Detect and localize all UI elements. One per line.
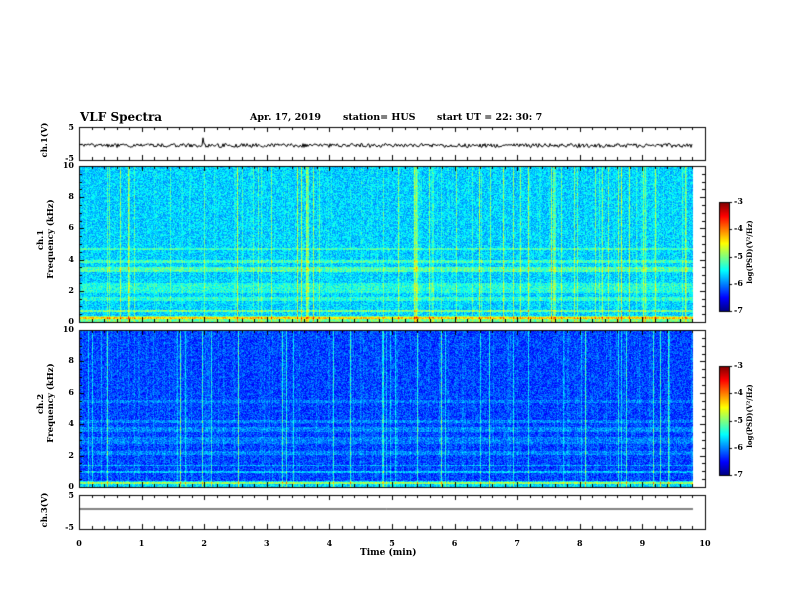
y-tick-label: 2	[68, 449, 74, 460]
colorbar-tick-label: -6	[734, 441, 743, 452]
x-tick-label: 4	[326, 538, 333, 548]
ch1-spectrogram-ylabel-channel: ch.1	[36, 229, 46, 251]
colorbar2-label: log(PSD)(V²/Hz)	[745, 384, 754, 448]
y-tick-label: -5	[65, 153, 74, 163]
colorbar-tick-label: -3	[734, 196, 743, 206]
y-tick-label: 0	[68, 481, 74, 491]
y-tick-label: 4	[68, 418, 74, 429]
start-time-label: start UT = 22: 30: 7	[437, 112, 543, 123]
ch3-waveform-ylabel: ch.3(V)	[40, 492, 50, 528]
colorbar-tick-label: -3	[734, 360, 743, 370]
y-tick-label: 2	[68, 284, 74, 295]
colorbar-tick-label: -7	[734, 469, 743, 479]
x-tick-label: 1	[138, 538, 145, 548]
y-tick-label: -5	[65, 522, 74, 532]
x-tick-label: 5	[389, 538, 395, 548]
colorbar-tick-label: -4	[734, 387, 743, 398]
colorbar-tick-label: -6	[734, 277, 743, 288]
x-tick-label: 6	[451, 538, 458, 548]
colorbar-tick-label: -5	[734, 250, 743, 261]
x-tick-label: 7	[514, 538, 520, 548]
y-tick-label: 0	[68, 316, 74, 326]
y-tick-label: 8	[68, 191, 74, 202]
colorbar-tick-label: -4	[734, 223, 743, 234]
x-tick-label: 2	[201, 538, 207, 548]
x-tick-label: 3	[264, 538, 270, 548]
y-tick-label: 10	[62, 160, 74, 170]
x-tick-label: 10	[699, 538, 711, 548]
y-tick-label: 6	[68, 386, 74, 397]
colorbar-tick-label: -7	[734, 305, 743, 315]
ch1-waveform-ylabel: ch.1(V)	[40, 122, 50, 158]
colorbar1-label: log(PSD)(V²/Hz)	[745, 220, 754, 284]
y-tick-label: 5	[68, 490, 74, 500]
date-label: Apr. 17, 2019	[250, 112, 322, 123]
colorbar-tick-label: -5	[734, 414, 743, 425]
y-tick-label: 8	[68, 355, 74, 366]
chart-title: VLF Spectra	[80, 110, 163, 124]
ch2-spectrogram-ylabel-channel: ch.2	[36, 393, 46, 415]
y-tick-label: 5	[68, 122, 74, 132]
y-tick-label: 10	[62, 324, 74, 334]
x-tick-label: 8	[577, 538, 583, 548]
y-tick-label: 6	[68, 222, 74, 233]
x-tick-label: 0	[76, 538, 82, 548]
x-tick-label: 9	[639, 538, 646, 548]
x-axis-label: Time (min)	[360, 548, 417, 558]
station-label: station= HUS	[343, 112, 416, 123]
y-tick-label: 4	[68, 253, 74, 264]
